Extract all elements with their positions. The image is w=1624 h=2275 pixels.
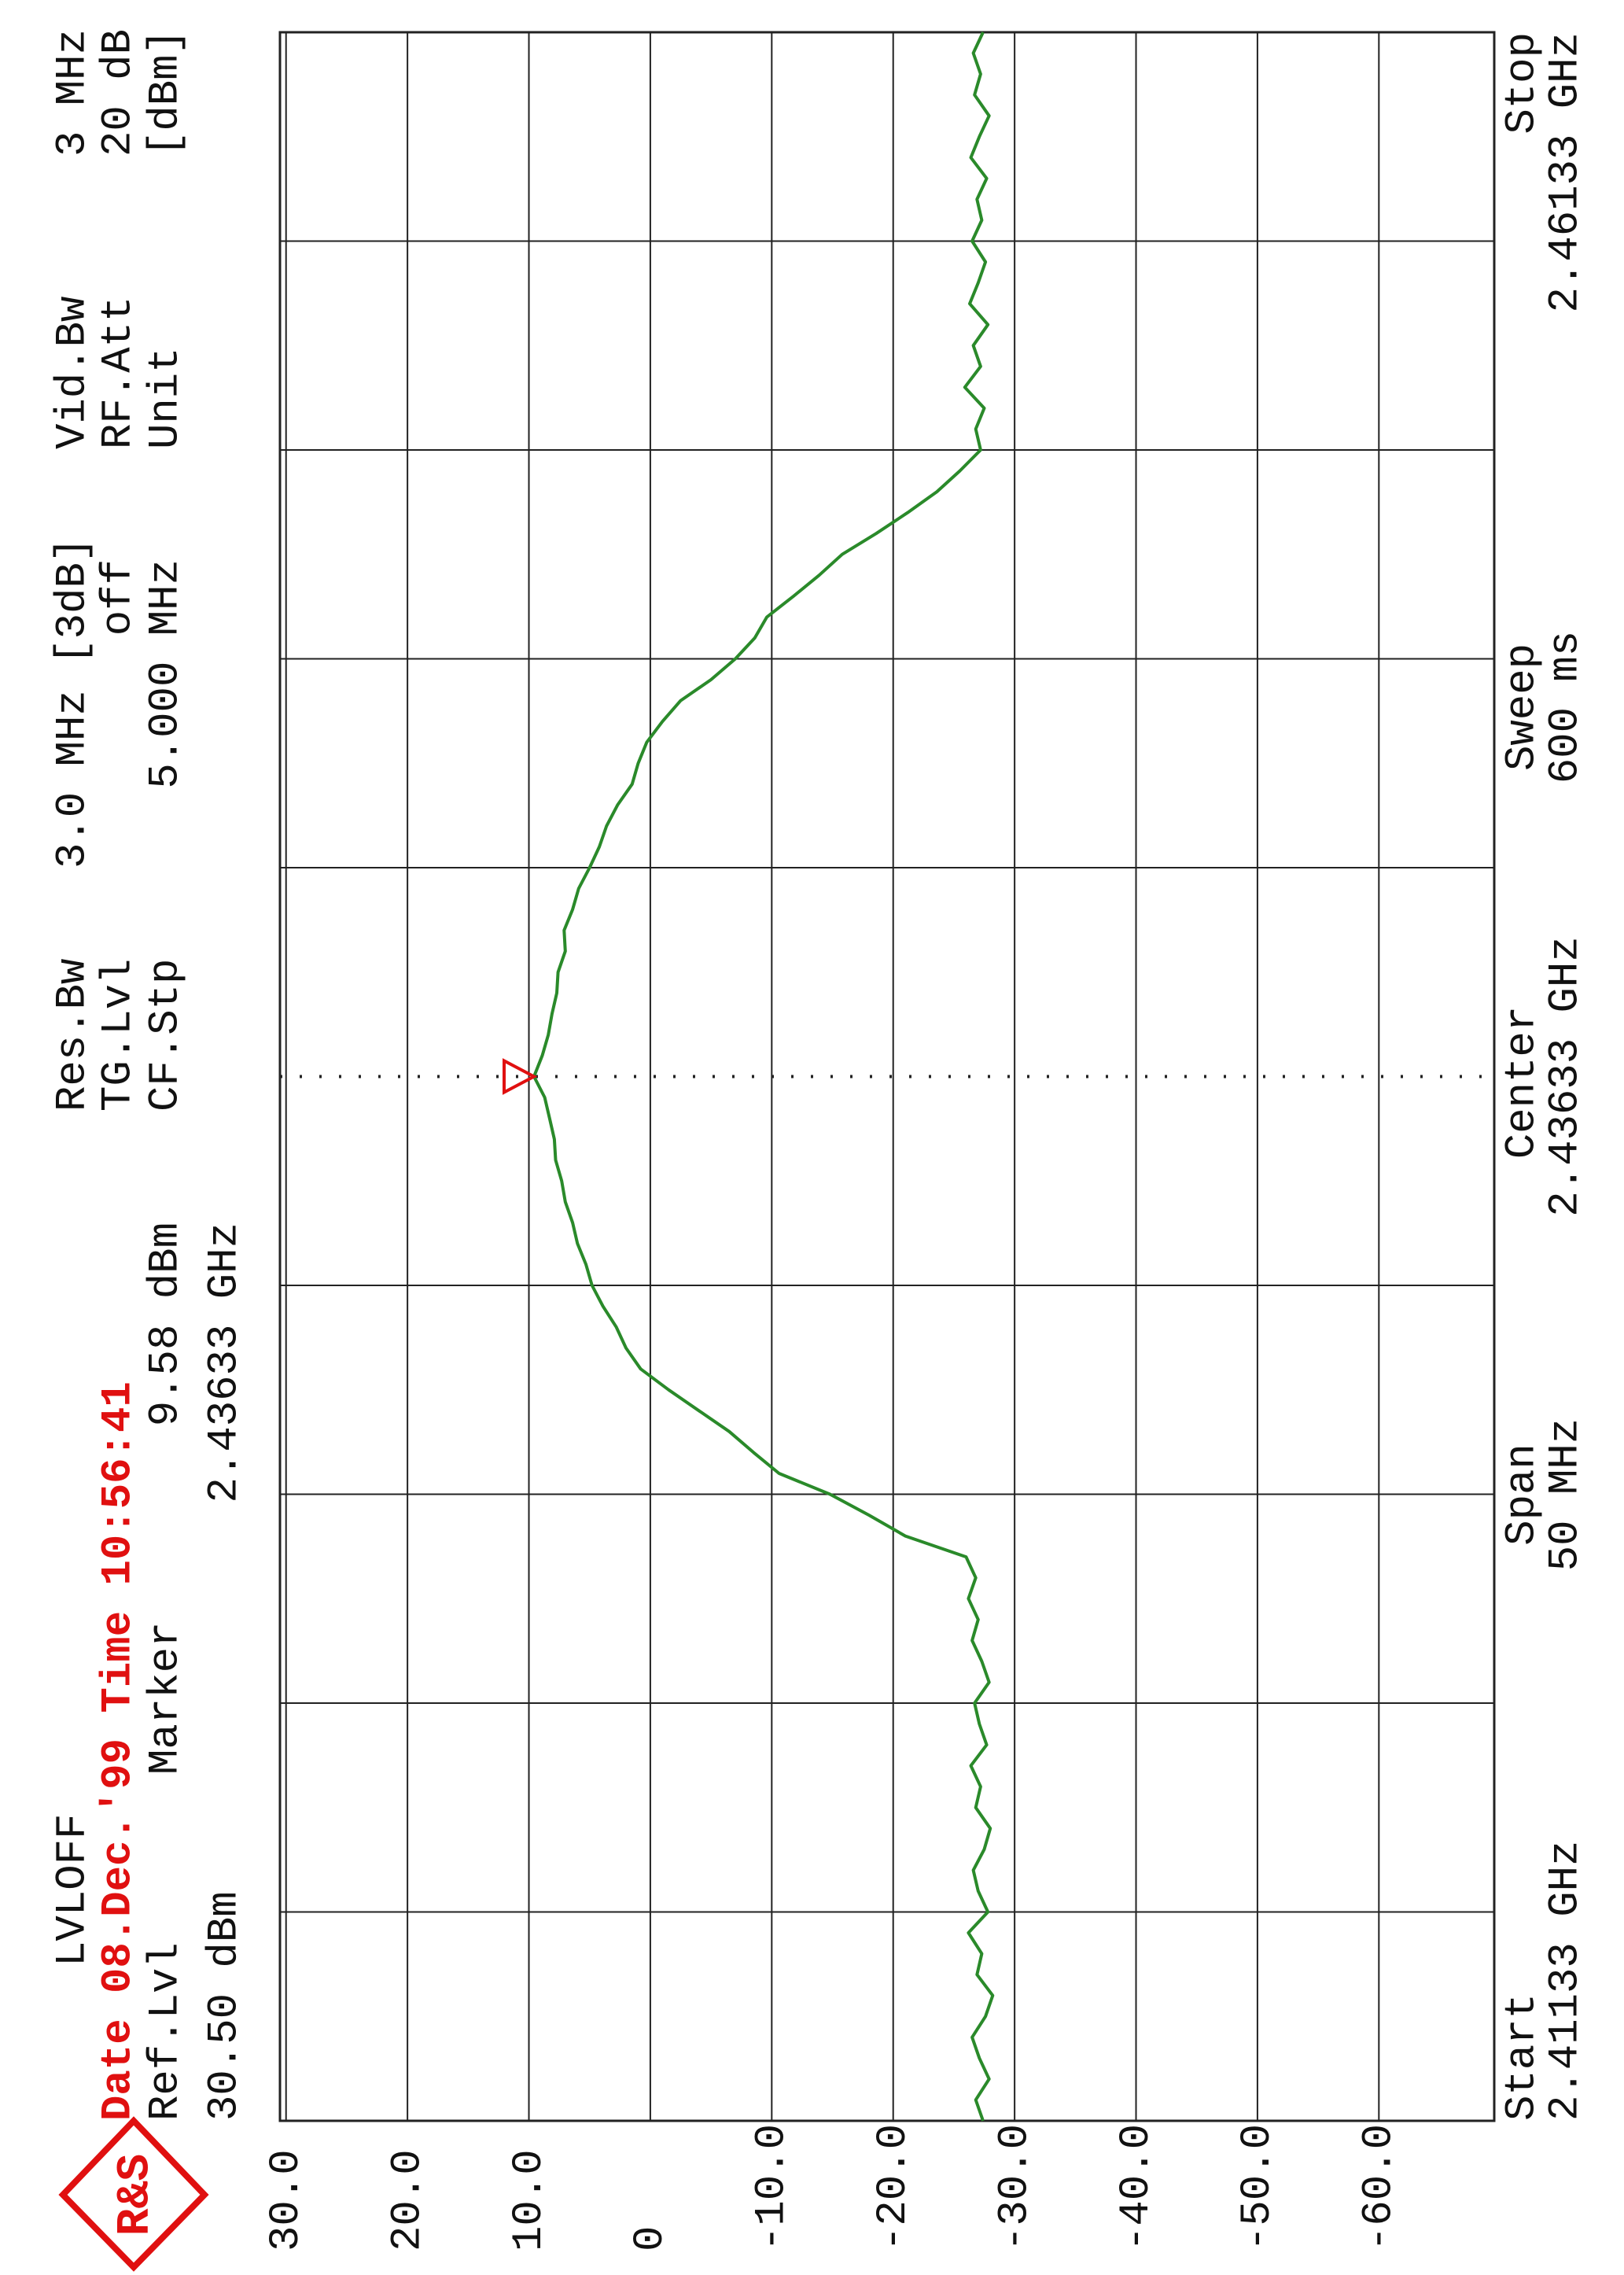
y-tick-label: -40.0 bbox=[1113, 2124, 1161, 2251]
y-tick-label: -60.0 bbox=[1356, 2124, 1404, 2251]
span: 50 MHz bbox=[1541, 1418, 1589, 1571]
tg-level-label: TG.Lvl bbox=[94, 959, 142, 1112]
marker-triangle bbox=[503, 1058, 538, 1095]
y-tick-label: 0 bbox=[627, 2226, 675, 2251]
y-tick-label: 30.0 bbox=[263, 2149, 311, 2251]
y-tick-label: 10.0 bbox=[506, 2149, 554, 2251]
logo-text: R&S bbox=[110, 2154, 161, 2236]
y-tick-label: -20.0 bbox=[870, 2124, 918, 2251]
marker-label: Marker bbox=[142, 1622, 190, 1775]
cf-step: 5.000 MHz bbox=[142, 559, 190, 789]
x-tick-label: 2.46133 GHz bbox=[1541, 32, 1589, 312]
res-bw-label: Res.Bw bbox=[49, 959, 97, 1112]
y-tick-label: -10.0 bbox=[749, 2124, 797, 2251]
res-bw: 3.0 MHz [3dB] bbox=[49, 537, 97, 868]
ref-level: 30.50 dBm bbox=[201, 1891, 249, 2121]
trace bbox=[532, 31, 995, 2122]
tg-level: off bbox=[94, 559, 142, 636]
x-tick-label: 2.43633 GHz bbox=[1541, 936, 1589, 1216]
date-time: Date 08.Dec.'99 Time 10:56:41 bbox=[94, 1381, 142, 2121]
vid-bw-label: Vid.Bw bbox=[49, 297, 97, 449]
unit: [dBm] bbox=[142, 29, 190, 157]
stop-label: Stop bbox=[1498, 32, 1546, 135]
cf-step-label: CF.Stp bbox=[142, 959, 190, 1112]
rf-att-label: RF.Att bbox=[94, 297, 142, 449]
marker-level: 9.58 dBm bbox=[142, 1222, 190, 1426]
marker-freq: 2.43633 GHz bbox=[201, 1222, 249, 1503]
mode: LVLOFF bbox=[49, 1814, 97, 1967]
logo: R&S bbox=[58, 2116, 209, 2272]
vid-bw: 3 MHz bbox=[49, 29, 97, 157]
start-label: Start bbox=[1498, 1993, 1546, 2121]
span-label: Span bbox=[1498, 1444, 1546, 1546]
center-label: Center bbox=[1498, 1006, 1546, 1159]
sweep-label: Sweep bbox=[1498, 643, 1546, 771]
y-tick-label: -30.0 bbox=[991, 2124, 1039, 2251]
logo-diamond bbox=[58, 2116, 209, 2272]
sweep: 600 ms bbox=[1541, 631, 1589, 784]
y-tick-label: -50.0 bbox=[1234, 2124, 1282, 2251]
landscape-group: LVLOFF Date 08.Dec.'99 Time 10:56:41 Ref… bbox=[49, 29, 1589, 2272]
rf-att: 20 dB bbox=[94, 29, 142, 157]
ref-level-label: Ref.Lvl bbox=[142, 1942, 190, 2121]
y-tick-label: 20.0 bbox=[384, 2149, 432, 2251]
plot-frame bbox=[278, 31, 1496, 2122]
x-tick-label: 2.41133 GHz bbox=[1541, 1841, 1589, 2121]
unit-label: Unit bbox=[142, 347, 190, 449]
